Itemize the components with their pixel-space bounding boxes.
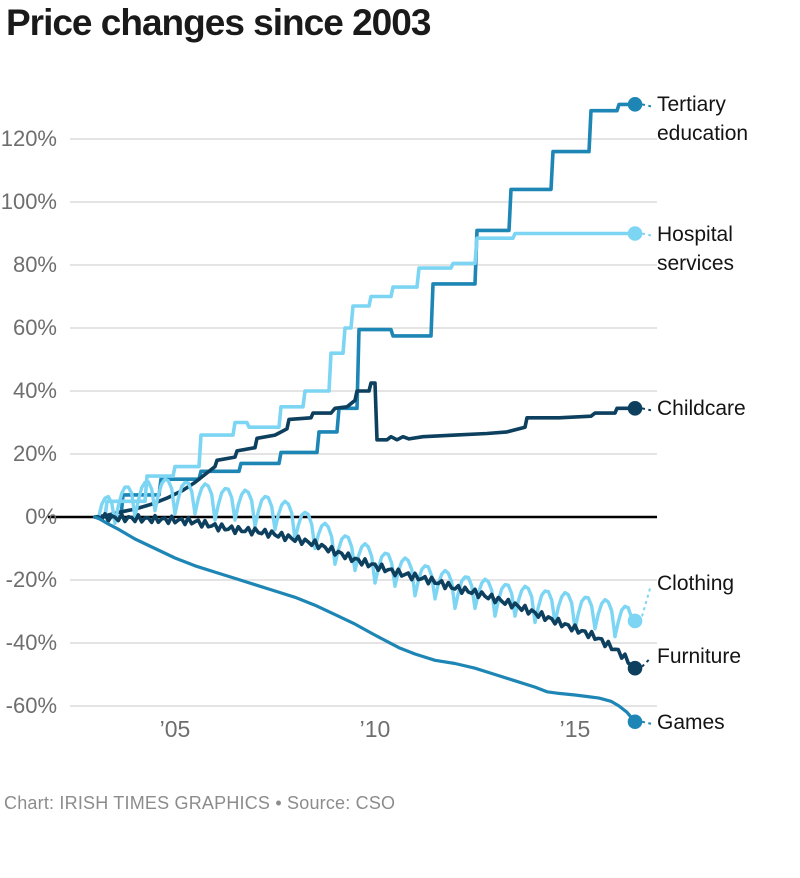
leader-line-childcare [641,407,652,412]
leader-line-tertiary-education [641,103,652,108]
y-tick-label--20%: -20% [5,567,57,592]
series-end-dot-hospital-services [627,226,643,241]
series-end-dot-furniture [627,660,643,676]
y-tick-label--40%: -40% [5,630,57,655]
y-tick-label-100%: 100% [0,189,57,214]
series-label-line: Tertiary [657,93,726,117]
x-tick-label-2005: ’05 [159,716,191,742]
series-line-clothing [93,477,637,639]
series-label-tertiary-education: Tertiary education [657,90,748,148]
series-line-games [93,515,637,724]
x-tick-label-2010: ’10 [359,716,391,742]
series-label-line: Furniture [657,644,742,668]
leader-line-furniture [641,656,652,668]
y-tick-label-80%: 80% [12,252,57,277]
chart-title: Price changes since 2003 [6,2,431,43]
y-tick-label-0%: 0% [25,504,57,529]
series-end-dot-tertiary-education [627,97,643,112]
x-tick-label-2015: ’15 [559,716,591,742]
y-tick-label--60%: -60% [5,693,57,718]
series-end-dot-childcare [627,401,643,416]
series-label-line: education [657,122,749,146]
leader-line-games [641,720,652,725]
chart-attribution: Chart: IRISH TIMES GRAPHICS • Source: CS… [4,793,396,813]
series-label-furniture: Furniture [657,642,741,671]
series-label-line: Childcare [657,397,746,421]
series-line-childcare [93,381,637,519]
series-line-hospital-services [93,231,637,519]
leader-line-clothing [641,584,652,617]
series-end-dot-games [627,714,643,730]
series-label-games: Games [657,708,725,737]
y-tick-label-60%: 60% [12,315,57,340]
series-line-furniture [93,511,637,671]
series-label-line: Clothing [657,572,735,596]
series-label-clothing: Clothing [657,569,734,598]
leader-line-hospital-services [641,232,652,237]
series-label-line: Games [657,710,725,734]
series-label-line: Hospital [657,222,733,246]
series-label-line: services [657,251,735,275]
series-end-dot-clothing [627,613,643,629]
y-tick-label-120%: 120% [0,126,57,151]
series-line-tertiary-education [93,102,637,519]
series-label-hospital-services: Hospital services [657,220,734,278]
series-label-childcare: Childcare [657,394,746,423]
y-tick-label-20%: 20% [12,441,57,466]
y-tick-label-40%: 40% [12,378,57,403]
